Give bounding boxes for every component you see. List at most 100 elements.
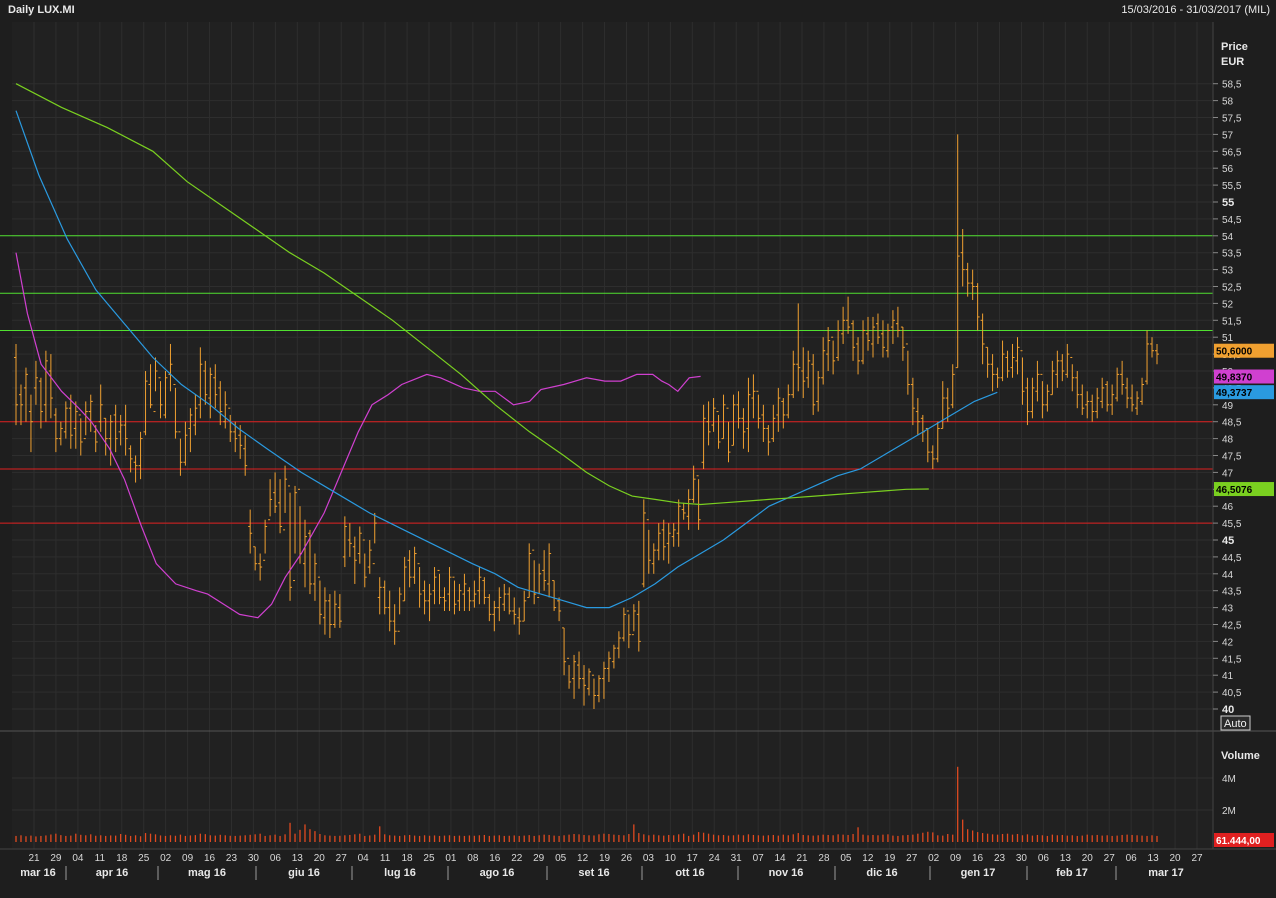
volume-axis[interactable]: Volume 2M 4M bbox=[1221, 750, 1260, 817]
ohlc-bar bbox=[173, 384, 178, 439]
ohlc-bar bbox=[133, 455, 138, 483]
ohlc-bar bbox=[33, 360, 38, 405]
ohlc-bar bbox=[796, 303, 801, 392]
ohlc-bar bbox=[382, 580, 387, 615]
ohlc-bar bbox=[317, 576, 322, 625]
auto-button[interactable]: Auto bbox=[1220, 715, 1251, 731]
ohlc-bar bbox=[935, 421, 940, 463]
ohlc-bar bbox=[342, 516, 347, 568]
ohlc-bar bbox=[572, 654, 577, 699]
month-label: ago 16 bbox=[480, 867, 515, 879]
ohlc-bar bbox=[766, 425, 771, 456]
ohlc-bar bbox=[337, 594, 342, 628]
day-tick-label: 29 bbox=[50, 853, 62, 864]
ohlc-bar bbox=[990, 354, 995, 392]
ohlc-bar bbox=[671, 523, 676, 547]
day-tick-label: 29 bbox=[533, 853, 545, 864]
ohlc-bar bbox=[1135, 391, 1140, 415]
day-tick-label: 13 bbox=[1148, 853, 1160, 864]
ohlc-bar bbox=[611, 644, 616, 669]
chart-title: Daily LUX.MI bbox=[8, 4, 75, 16]
ohlc-bar bbox=[1065, 343, 1070, 378]
ohlc-bar bbox=[557, 597, 562, 622]
ohlc-bar bbox=[1030, 377, 1035, 419]
price-axis-unit: EUR bbox=[1221, 56, 1244, 68]
price-tick-label: 57,5 bbox=[1222, 114, 1242, 125]
ohlc-bar bbox=[1130, 384, 1135, 412]
ohlc-bar bbox=[836, 320, 841, 361]
ohlc-bar bbox=[73, 401, 78, 449]
ohlc-bar bbox=[880, 320, 885, 358]
price-tick-label: 53,5 bbox=[1222, 249, 1242, 260]
ohlc-bar bbox=[651, 543, 656, 574]
ohlc-bar bbox=[721, 394, 726, 440]
price-tick-label: 55,5 bbox=[1222, 181, 1242, 192]
ohlc-bar bbox=[512, 597, 517, 625]
day-tick-label: 27 bbox=[906, 853, 918, 864]
month-label: set 16 bbox=[578, 867, 609, 879]
value-tag-label: 49,8370 bbox=[1216, 373, 1253, 384]
day-tick-label: 25 bbox=[138, 853, 150, 864]
ohlc-bar bbox=[1025, 377, 1030, 426]
ohlc-bar bbox=[397, 587, 402, 632]
ohlc-bar bbox=[691, 465, 696, 503]
ohlc-bar bbox=[148, 364, 153, 409]
day-tick-label: 06 bbox=[1038, 853, 1050, 864]
ohlc-bar bbox=[347, 523, 352, 557]
volume-tick-label: 4M bbox=[1222, 774, 1236, 785]
price-tick-label: 58,5 bbox=[1222, 80, 1242, 91]
day-tick-label: 04 bbox=[358, 853, 370, 864]
month-label: gen 17 bbox=[961, 867, 996, 879]
ohlc-bar bbox=[970, 269, 975, 301]
price-tick-label: 52,5 bbox=[1222, 283, 1242, 294]
price-tick-label: 43,5 bbox=[1222, 587, 1242, 598]
ohlc-bar bbox=[352, 536, 357, 584]
ohlc-bar bbox=[890, 310, 895, 344]
ohlc-bar bbox=[1035, 360, 1040, 402]
value-tags: 50,6000 49,8370 49,3737 46,5076 61.444,00 bbox=[1214, 343, 1274, 847]
ohlc-bar bbox=[985, 346, 990, 378]
day-tick-label: 07 bbox=[753, 853, 765, 864]
ohlc-bar bbox=[1115, 367, 1120, 402]
ohlc-bar bbox=[656, 523, 661, 561]
ohlc-bar bbox=[621, 607, 626, 642]
moving-average-line bbox=[15, 252, 701, 619]
ohlc-bar bbox=[63, 401, 68, 439]
ohlc-bar bbox=[706, 401, 711, 446]
price-tick-label: 51,5 bbox=[1222, 316, 1242, 327]
ohlc-bar bbox=[228, 407, 233, 442]
ohlc-bar bbox=[866, 316, 871, 351]
ohlc-bar bbox=[278, 479, 283, 534]
price-tick-label: 56 bbox=[1222, 164, 1234, 175]
ohlc-bar bbox=[477, 567, 482, 605]
ohlc-bar bbox=[1095, 387, 1100, 419]
ohlc-bar bbox=[532, 549, 537, 605]
ohlc-bar bbox=[741, 408, 746, 449]
ohlc-bar bbox=[616, 631, 621, 659]
month-label: ott 16 bbox=[675, 867, 704, 879]
day-tick-label: 21 bbox=[796, 853, 808, 864]
ohlc-bar bbox=[502, 583, 507, 611]
ohlc-bar bbox=[1120, 360, 1125, 395]
ohlc-bar bbox=[646, 519, 651, 574]
ohlc-bar bbox=[38, 377, 43, 429]
ohlc-bar bbox=[412, 546, 417, 584]
day-tick-label: 16 bbox=[972, 853, 984, 864]
ohlc-bar bbox=[781, 398, 786, 429]
ohlc-bar bbox=[846, 296, 851, 334]
price-tick-label: 54,5 bbox=[1222, 215, 1242, 226]
time-axis[interactable]: 21 29 04 11 18 25 02 09 16 23 30 06 13 20 27 04 11 18 25 01… bbox=[20, 853, 1203, 880]
ohlc-bar bbox=[582, 665, 587, 706]
price-axis[interactable]: Price EUR 40 40,5 41 41,5 42 42,5 43 43,5 44 44,5… bbox=[1213, 41, 1248, 716]
ohlc-bar bbox=[542, 550, 547, 591]
day-tick-label: 01 bbox=[445, 853, 457, 864]
price-tick-label: 44 bbox=[1222, 570, 1234, 581]
ohlc-bar bbox=[776, 387, 781, 432]
ohlc-bar bbox=[208, 367, 213, 419]
ohlc-bar bbox=[522, 590, 527, 622]
moving-average-line bbox=[15, 83, 929, 506]
ohlc-bar bbox=[945, 387, 950, 422]
ohlc-bar bbox=[392, 604, 397, 645]
ohlc-bar bbox=[253, 546, 258, 571]
